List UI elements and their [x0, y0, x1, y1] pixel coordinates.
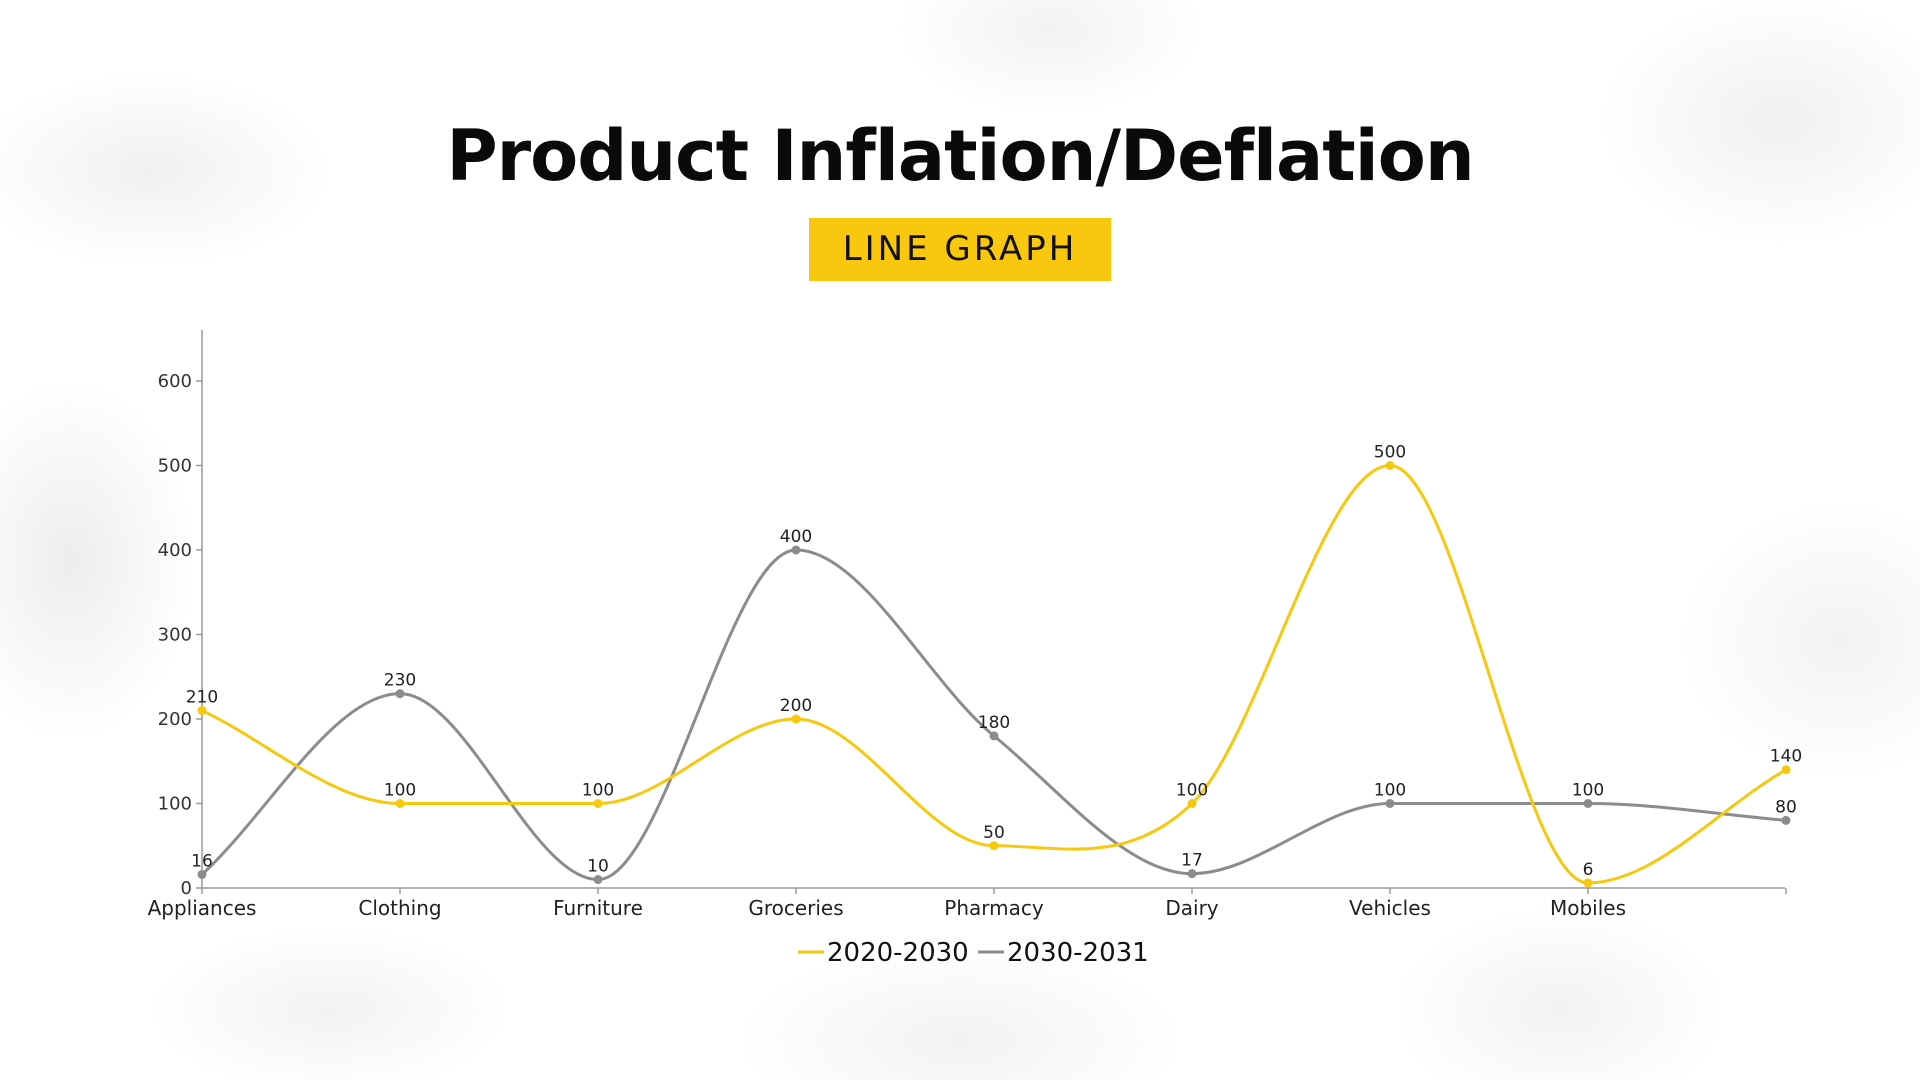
data-point	[1583, 878, 1593, 888]
x-tick-label: Furniture	[553, 896, 643, 920]
data-label: 100	[1374, 781, 1406, 801]
page-title: Product Inflation/Deflation	[446, 115, 1474, 197]
x-tick-label: Mobiles	[1550, 896, 1626, 920]
data-label: 100	[582, 781, 614, 801]
x-tick-label: Appliances	[148, 896, 257, 920]
x-tick-label: Clothing	[358, 896, 441, 920]
data-label: 17	[1181, 851, 1203, 871]
data-point	[1781, 765, 1791, 775]
data-label: 16	[191, 851, 213, 871]
x-tick-label: Groceries	[748, 896, 843, 920]
data-label: 80	[1775, 797, 1797, 817]
data-point	[197, 706, 207, 716]
legend-label: 2020-2030	[827, 938, 969, 968]
y-tick-label: 300	[158, 625, 192, 646]
series-line-2	[200, 548, 1787, 882]
subtitle-badge: LINE GRAPH	[809, 218, 1111, 281]
data-label: 100	[1572, 781, 1604, 801]
data-point	[593, 799, 603, 808]
data-label: 180	[978, 713, 1010, 733]
x-ticks: Appliances Clothing Furniture Groceries Phar…	[148, 888, 1787, 920]
legend-label: 2030-2031	[1007, 938, 1149, 968]
data-label: 100	[1176, 781, 1208, 801]
data-point	[1781, 815, 1791, 825]
y-tick-label: 500	[158, 456, 192, 477]
data-label: 140	[1770, 747, 1802, 767]
data-point	[1187, 869, 1197, 879]
data-label: 210	[186, 688, 218, 708]
y-ticks: 0 100 200 300 400 500 600	[158, 371, 202, 899]
y-tick-label: 200	[158, 709, 192, 730]
x-tick-label: Vehicles	[1349, 896, 1431, 920]
series-points: 16 230 10 400 180 17 100 100 80 210 100 100 200 50 100…	[186, 443, 1802, 888]
data-point	[989, 731, 999, 741]
data-point	[1583, 799, 1593, 808]
series-line-1	[201, 463, 1787, 885]
x-tick-label: Pharmacy	[944, 896, 1044, 920]
data-point	[593, 875, 603, 885]
y-tick-label: 100	[158, 794, 192, 815]
data-label: 500	[1374, 443, 1406, 463]
data-label: 100	[384, 781, 416, 801]
y-tick-label: 0	[181, 878, 192, 899]
data-point	[1385, 461, 1395, 470]
data-point	[197, 869, 207, 879]
data-label: 10	[587, 857, 609, 877]
x-tick-label: Dairy	[1165, 896, 1218, 920]
y-tick-label: 600	[158, 371, 192, 392]
series-lines	[200, 463, 1787, 885]
data-label: 50	[983, 823, 1005, 843]
data-point	[1385, 799, 1395, 808]
data-point	[791, 545, 801, 555]
data-point	[395, 799, 405, 808]
data-point	[791, 714, 801, 724]
data-label: 230	[384, 671, 416, 691]
data-label: 200	[780, 696, 812, 716]
data-label: 400	[780, 527, 812, 547]
y-tick-label: 400	[158, 540, 192, 561]
data-point	[989, 841, 999, 851]
data-point	[1187, 799, 1197, 808]
legend: 2020-2030 2030-2031	[798, 938, 1149, 968]
data-label: 6	[1583, 860, 1594, 880]
data-point	[395, 689, 405, 699]
